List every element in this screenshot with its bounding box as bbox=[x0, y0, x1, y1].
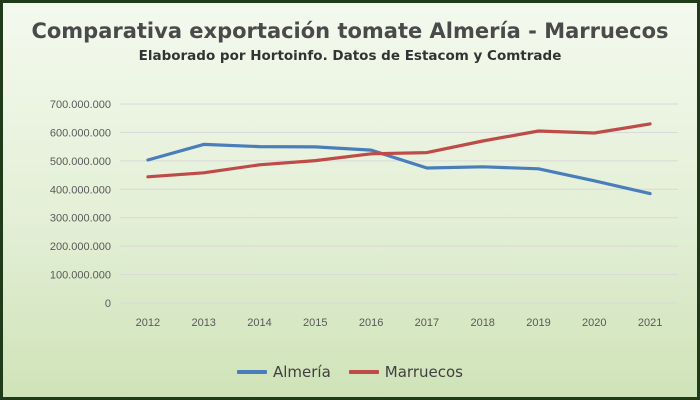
y-tick-label: 700.000.000 bbox=[50, 99, 111, 111]
legend-swatch-almeria bbox=[237, 370, 267, 374]
legend: Almería Marruecos bbox=[3, 363, 697, 381]
line-chart: 0 100.000.000 200.000.000 300.000.000 400.00… bbox=[50, 99, 678, 329]
chart-subtitle: Elaborado por Hortoinfo. Datos de Estaco… bbox=[138, 48, 562, 64]
legend-label-almeria: Almería bbox=[273, 363, 331, 381]
x-tick-label: 2017 bbox=[415, 317, 439, 329]
legend-item-marruecos: Marruecos bbox=[348, 363, 463, 381]
x-tick-label: 2020 bbox=[582, 317, 606, 329]
series-line-almeria bbox=[146, 142, 652, 196]
y-tick-label: 400.000.000 bbox=[50, 184, 111, 196]
x-tick-label: 2019 bbox=[526, 317, 550, 329]
chart-title: Comparativa exportación tomate Almería -… bbox=[31, 19, 669, 43]
y-tick-label: 500.000.000 bbox=[50, 156, 111, 168]
y-tick-label: 300.000.000 bbox=[50, 213, 111, 225]
x-tick-label: 2013 bbox=[191, 317, 215, 329]
y-tick-label: 600.000.000 bbox=[50, 127, 111, 139]
x-tick-label: 2021 bbox=[638, 317, 662, 329]
x-tick-label: 2012 bbox=[136, 317, 160, 329]
series-line-marruecos bbox=[146, 122, 652, 179]
x-tick-label: 2018 bbox=[470, 317, 494, 329]
y-tick-label: 0 bbox=[105, 298, 111, 310]
y-tick-label: 100.000.000 bbox=[50, 270, 111, 282]
legend-item-almeria: Almería bbox=[237, 363, 331, 381]
legend-label-marruecos: Marruecos bbox=[384, 363, 463, 381]
x-tick-label: 2015 bbox=[303, 317, 327, 329]
legend-swatch-marruecos bbox=[348, 370, 379, 374]
y-tick-label: 200.000.000 bbox=[50, 241, 111, 253]
x-tick-label: 2014 bbox=[247, 317, 271, 329]
x-tick-label: 2016 bbox=[359, 317, 383, 329]
